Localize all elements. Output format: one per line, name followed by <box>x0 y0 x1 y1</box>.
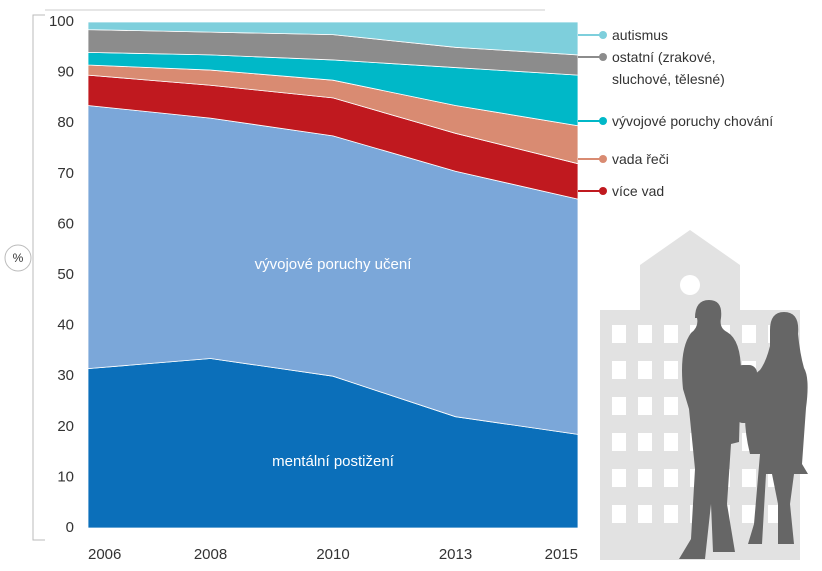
window <box>664 397 678 415</box>
window <box>638 505 652 523</box>
x-tick-label: 2008 <box>194 546 227 563</box>
area-label: vývojové poruchy učení <box>255 256 413 273</box>
legend-label: vývojové poruchy chování <box>612 113 774 129</box>
area <box>87 21 579 56</box>
x-tick-label: 2013 <box>439 546 472 563</box>
y-axis-label: % <box>13 251 24 265</box>
area-label: mentální postižení <box>272 453 395 470</box>
window <box>664 325 678 343</box>
y-tick-label: 0 <box>66 519 74 536</box>
window <box>664 469 678 487</box>
y-tick-label: 30 <box>57 367 74 384</box>
y-tick-label: 20 <box>57 418 74 435</box>
legend-item: ostatní (zrakové, sluchové, tělesné) <box>578 46 762 90</box>
window <box>742 469 756 487</box>
legend-item: více vad <box>578 180 665 202</box>
window <box>664 505 678 523</box>
window <box>664 361 678 379</box>
window <box>638 361 652 379</box>
legend-item: vada řeči <box>578 148 669 170</box>
x-tick-label: 2006 <box>88 546 121 563</box>
y-label-badge <box>4 244 32 272</box>
legend-label: ostatní (zrakové, sluchové, tělesné) <box>612 49 725 87</box>
clock <box>680 275 700 295</box>
legend-label: autismus <box>612 27 669 43</box>
window <box>612 505 626 523</box>
x-tick-label: 2010 <box>316 546 349 563</box>
window <box>638 325 652 343</box>
axis-bracket <box>32 14 45 541</box>
window <box>612 361 626 379</box>
window <box>638 433 652 451</box>
window <box>612 325 626 343</box>
window <box>742 505 756 523</box>
y-tick-label: 90 <box>57 64 74 81</box>
legend-swatch <box>578 31 607 39</box>
window <box>638 397 652 415</box>
legend-swatch <box>578 117 607 125</box>
legend-item: autismus <box>578 24 669 46</box>
window <box>612 433 626 451</box>
legend-label: více vad <box>612 183 665 199</box>
y-tick-label: 50 <box>57 266 74 283</box>
legend-item: vývojové poruchy chování <box>578 110 774 132</box>
legend-label: vada řeči <box>612 151 669 167</box>
y-tick-label: 60 <box>57 215 74 232</box>
window <box>612 397 626 415</box>
y-tick-label: 80 <box>57 114 74 131</box>
window <box>742 325 756 343</box>
legend-swatch <box>578 187 607 195</box>
y-tick-label: 70 <box>57 165 74 182</box>
y-tick-label: 10 <box>57 468 74 485</box>
y-tick-label: 40 <box>57 317 74 334</box>
y-tick-label: 100 <box>49 13 74 30</box>
window <box>612 469 626 487</box>
window <box>664 433 678 451</box>
legend-swatch <box>578 155 607 163</box>
window <box>638 469 652 487</box>
legend-swatch <box>578 53 607 61</box>
x-tick-label: 2015 <box>545 546 578 563</box>
silhouettes <box>679 300 808 559</box>
